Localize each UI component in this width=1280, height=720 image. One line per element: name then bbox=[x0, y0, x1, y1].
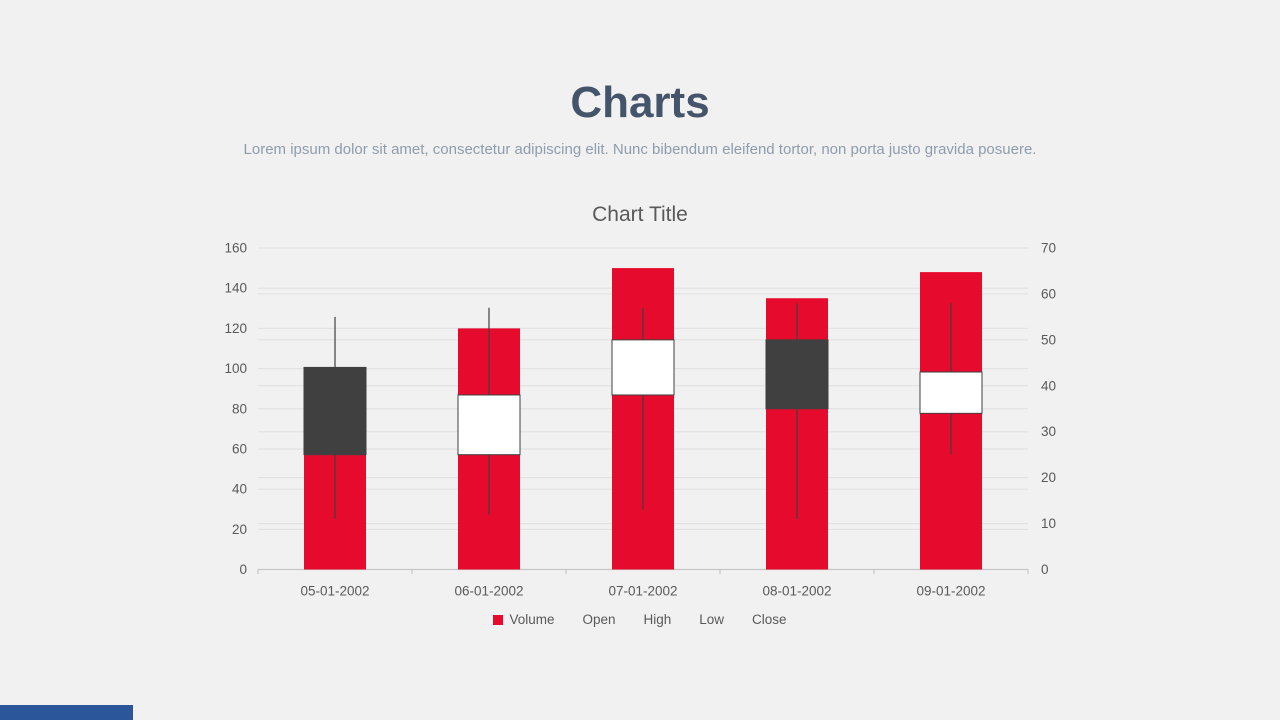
legend-label-close: Close bbox=[752, 612, 787, 627]
candle-body-down bbox=[765, 339, 829, 410]
volume-legend-swatch bbox=[493, 614, 504, 625]
legend-label-volume: Volume bbox=[509, 612, 555, 627]
page-subtitle: Lorem ipsum dolor sit amet, consectetur … bbox=[243, 141, 1037, 158]
chart-legend: Volume Open High Low Close bbox=[0, 612, 1280, 627]
legend-label-high: High bbox=[643, 612, 672, 627]
right-axis-label: 60 bbox=[1041, 286, 1056, 301]
right-axis-label: 50 bbox=[1041, 332, 1056, 347]
right-axis-label: 30 bbox=[1041, 424, 1056, 439]
category-label: 05-01-2002 bbox=[300, 584, 369, 599]
category-label: 07-01-2002 bbox=[608, 584, 677, 599]
candle-body-up bbox=[457, 394, 521, 456]
candle-body-up bbox=[919, 371, 983, 414]
left-axis-label: 80 bbox=[232, 401, 247, 416]
page-title: Charts bbox=[570, 78, 710, 127]
right-axis-label: 0 bbox=[1041, 562, 1049, 577]
left-axis-label: 20 bbox=[232, 522, 247, 537]
left-axis-label: 60 bbox=[232, 441, 247, 456]
category-label: 06-01-2002 bbox=[454, 584, 523, 599]
category-label: 09-01-2002 bbox=[916, 584, 985, 599]
candle-body-up bbox=[611, 339, 675, 396]
candle-body-down bbox=[303, 366, 367, 456]
legend-label-open: Open bbox=[582, 612, 616, 627]
right-axis-label: 20 bbox=[1041, 470, 1056, 485]
left-axis-label: 0 bbox=[239, 562, 247, 577]
left-axis-label: 100 bbox=[224, 361, 247, 376]
left-axis-label: 40 bbox=[232, 482, 247, 497]
legend-item-volume: Volume bbox=[493, 612, 554, 627]
right-axis-label: 10 bbox=[1041, 516, 1056, 531]
legend-label-low: Low bbox=[699, 612, 725, 627]
category-label: 08-01-2002 bbox=[762, 584, 831, 599]
left-axis-label: 160 bbox=[224, 241, 247, 256]
right-axis-label: 40 bbox=[1041, 378, 1056, 393]
right-axis-label: 70 bbox=[1041, 241, 1056, 256]
left-axis-label: 120 bbox=[224, 321, 247, 336]
left-axis-label: 140 bbox=[224, 281, 247, 296]
chart-title: Chart Title bbox=[592, 203, 688, 226]
footer-accent-bar bbox=[0, 705, 133, 720]
